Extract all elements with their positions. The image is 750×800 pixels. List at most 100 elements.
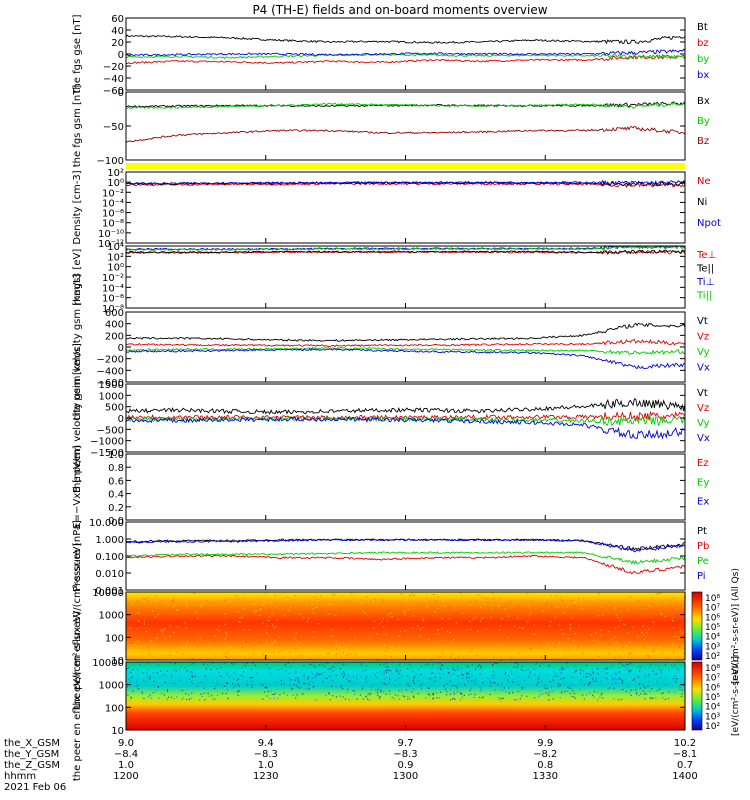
legend-Ni: Ni — [697, 197, 707, 208]
series-line-By — [125, 101, 686, 109]
x-row-label: the_X_GSM — [4, 738, 60, 749]
y-tick-label: −50 — [103, 122, 124, 133]
series-line-Pe — [125, 551, 686, 565]
series-line-Vy — [125, 346, 686, 356]
legend-Pb: Pb — [697, 541, 709, 552]
y-tick-label: 0.0 — [108, 516, 124, 527]
x-row-value: 9.0 — [118, 738, 134, 749]
y-tick-label: 10 — [111, 726, 124, 737]
colorbar-tick-label: 10⁴ — [705, 633, 720, 643]
y-tick-label: 10⁻¹² — [98, 239, 124, 250]
legend-Npot: Npot — [697, 218, 721, 229]
colorbar-tick-label: 10⁶ — [705, 613, 720, 623]
y-tick-label: 100 — [105, 633, 124, 644]
legend-Pt: Pt — [697, 526, 707, 537]
date-label: 2021 Feb 06 — [4, 782, 66, 793]
legend-Ez: Ez — [697, 458, 709, 469]
panel-8: Pt Pb Pe Pi 10.000 1.000 0.100 0.010 0.001 Pressu… — [72, 518, 709, 597]
legend-Te||: Te|| — [696, 264, 714, 275]
y-tick-label: −200 — [97, 355, 124, 366]
legend-Pe: Pe — [697, 556, 709, 567]
y-tick-label: 1.0 — [108, 450, 124, 461]
y-tick-label: 0 — [118, 343, 124, 354]
legend-Bt: Bt — [697, 22, 708, 33]
y-tick-label: 500 — [105, 403, 124, 414]
series-line-bz — [125, 54, 686, 65]
colorbar-tick-label: 10² — [705, 722, 720, 732]
y-tick-label: −400 — [97, 366, 124, 377]
series-line-Ti|| — [125, 245, 686, 251]
x-row-value: −8.1 — [673, 749, 697, 760]
legend-Vx: Vx — [697, 433, 710, 444]
y-tick-label: 0.010 — [95, 569, 124, 580]
colorbar-tick-label: 10² — [705, 652, 720, 662]
legend-Te⊥: Te⊥ — [696, 250, 716, 261]
y-tick-label: 10000 — [92, 658, 124, 669]
y-tick-label: 1000 — [99, 391, 124, 402]
y-tick-label: 10⁻² — [102, 188, 124, 199]
series-line-Bz — [125, 126, 686, 143]
panel-frame — [125, 91, 686, 161]
legend-Ti||: Ti|| — [696, 291, 712, 302]
y-tick-label: 0.001 — [95, 586, 124, 597]
legend-Ey: Ey — [697, 477, 709, 488]
spectrogram-texture — [126, 662, 686, 701]
y-tick-label: 10⁻⁴ — [102, 198, 124, 209]
series-line-Vt — [125, 398, 686, 415]
y-tick-label: 10⁻⁶ — [102, 294, 124, 305]
y-tick-label: 1000 — [99, 611, 124, 622]
y-axis-label: the fgs gsm [nT] — [72, 85, 83, 168]
legend-By: By — [697, 116, 710, 127]
series-line-Vx — [125, 416, 686, 440]
x-row-value: 1.0 — [118, 760, 134, 771]
y-axis-label: Pressure [nPa] — [72, 520, 83, 592]
y-tick-label: 0.8 — [108, 463, 124, 474]
colorbar-tick-label: 10⁸ — [705, 594, 720, 604]
y-tick-label: 20 — [111, 38, 124, 49]
y-axis-label: the peim velocity gsm [km/s] — [72, 274, 83, 421]
y-tick-label: −1500 — [90, 448, 124, 459]
y-tick-label: −100 — [97, 156, 124, 167]
spectrogram-10 — [126, 662, 685, 730]
colorbar-tick-label: 10³ — [705, 712, 720, 722]
y-tick-label: 10.000 — [89, 518, 124, 529]
legend-Ne: Ne — [697, 176, 711, 187]
x-row-value: 10.2 — [674, 738, 696, 749]
legend-Vt: Vt — [697, 388, 708, 399]
colorbar-10 — [691, 661, 703, 731]
panel-2: Bx By Bz 0 −50 −100 the fgs gsm [nT] — [72, 85, 710, 168]
y-axis-label: the peem velocity gsm [km/s] — [72, 343, 83, 493]
y-axis-label: the peer en eflux eV/(cm²-s-sr-eV) — [72, 611, 83, 781]
panel-frame — [125, 453, 686, 521]
y-tick-label: 1500 — [99, 380, 124, 391]
colorbar-tick-label: 10³ — [705, 642, 720, 652]
legend-by: by — [697, 54, 709, 65]
colorbar-label: [eV/(cm²-s-sr-eV)] (All Qs) — [731, 568, 741, 684]
series-line-Vt — [126, 322, 686, 342]
y-axis-label: the peir en eflux eV/(cm²-s-sr-eV) — [72, 542, 83, 709]
quality-flag-bar — [126, 163, 685, 169]
y-axis-label: magt3 [eV] — [72, 249, 83, 306]
legend-Vz: Vz — [697, 332, 709, 343]
legend-Vx: Vx — [697, 363, 710, 374]
legend-Vt: Vt — [697, 316, 708, 327]
x-row-label: the_Y_GSM — [4, 749, 59, 760]
y-tick-label: 10 — [111, 656, 124, 667]
legend-Ex: Ex — [697, 497, 709, 508]
panel-7: Ez Ey Ex 1.0 0.8 0.6 0.4 0.2 0.0 E=−VxB [mV/m] — [72, 445, 709, 528]
y-tick-label: 10² — [107, 168, 124, 179]
y-tick-label: 10⁴ — [107, 242, 124, 253]
x-row-value: −8.3 — [254, 749, 278, 760]
x-row-value: 9.9 — [537, 738, 553, 749]
colorbar-tick-label: 10⁷ — [705, 604, 720, 614]
y-tick-label: 0.6 — [108, 476, 124, 487]
y-tick-label: −20 — [103, 62, 124, 73]
x-row-value: 0.9 — [398, 760, 414, 771]
y-tick-label: −40 — [103, 74, 124, 85]
series-line-by — [125, 53, 686, 60]
